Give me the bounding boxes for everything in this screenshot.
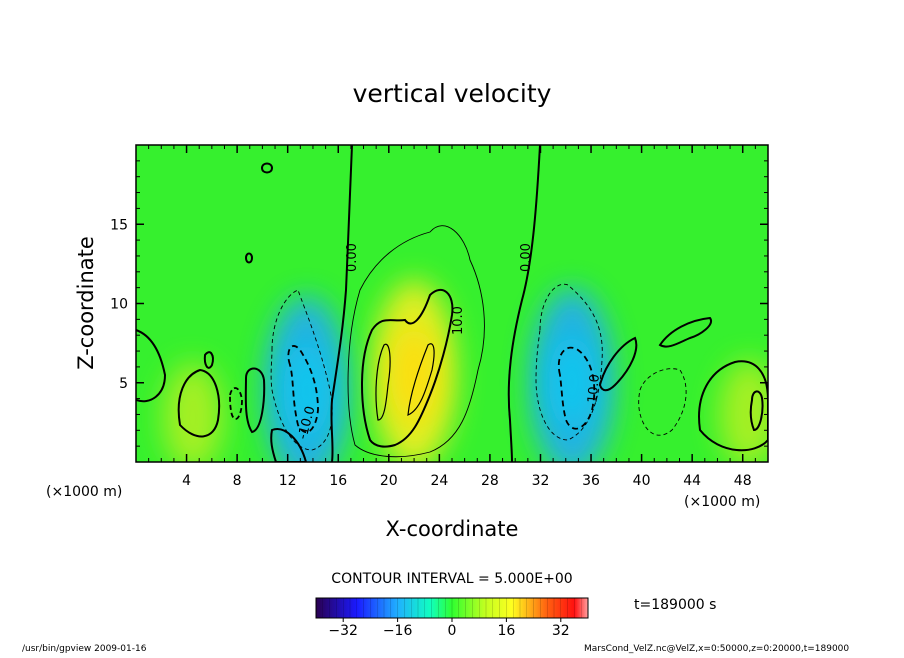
colorbar-tick-label: −16: [383, 623, 413, 639]
contour-label: -10.0: [585, 374, 603, 409]
colorbar-tick-label: 32: [552, 623, 570, 639]
contour-lines: [136, 145, 768, 462]
contour-label: 0.00: [519, 243, 534, 272]
x-axis-title: X-coordinate: [386, 517, 519, 541]
colorbar-tick-label: 16: [497, 623, 515, 639]
small-contour-left: [177, 368, 221, 438]
updraft-contour-5: [347, 225, 485, 458]
x-tick-label: 4: [182, 473, 191, 489]
colorbar-tick-label: 0: [448, 623, 457, 639]
colorbar-ticks: −32 −16 0 16 32: [328, 618, 570, 639]
small-contour-right: [698, 360, 768, 452]
colorbar-tick-label: −32: [328, 623, 358, 639]
contour-far-left: [136, 329, 167, 403]
y-tick-label: 10: [110, 297, 128, 313]
x-tick-label: 8: [233, 473, 242, 489]
y-tick-label: 5: [119, 376, 128, 392]
updraft-contour-15b: [407, 343, 435, 416]
x-unit-label: (×1000 m): [684, 494, 760, 510]
x-tick-label: 40: [633, 473, 651, 489]
contour-small-3: [244, 367, 266, 434]
x-tick-label: 12: [279, 473, 297, 489]
field-feature: [719, 359, 768, 462]
contour-small-1: [260, 162, 274, 174]
x-axis: 4 8 12 16 20 24 28 32 36 40 44 48: [148, 145, 756, 489]
contour-small-6: [229, 387, 243, 420]
x-tick-label: 48: [734, 473, 752, 489]
downdraft-contour-left: [287, 345, 319, 434]
downdraft-contour-left-5: [270, 289, 333, 451]
updraft-contour-10: [361, 288, 454, 448]
contour-upper-right: [658, 316, 712, 348]
downdraft-contour-right: [557, 346, 596, 430]
updraft-contour-15: [375, 343, 391, 421]
x-tick-label: 20: [380, 473, 398, 489]
field-feature: [162, 362, 223, 462]
footer-left: /usr/bin/gpview 2009-01-16: [22, 644, 147, 654]
colorbar-stripes: [315, 598, 589, 618]
time-label: t=189000 s: [634, 597, 716, 613]
contour-small-7: [638, 368, 687, 436]
x-tick-label: 28: [481, 473, 499, 489]
contour-interval: CONTOUR INTERVAL = 5.000E+00: [331, 571, 572, 587]
footer-right: MarsCond_VelZ.nc@VelZ,x=0:50000,z=0:2000…: [584, 644, 849, 654]
y-axis-title: Z-coordinate: [74, 236, 98, 370]
contour-mid-right: [598, 336, 638, 392]
y-unit-label: (×1000 m): [46, 484, 122, 500]
x-tick-label: 36: [582, 473, 600, 489]
contour-small-2: [244, 252, 254, 264]
contour-labels: 0.00 0.00 10.0 -10.0 -10.0: [295, 243, 603, 441]
small-contour-right-inner: [749, 390, 764, 432]
x-tick-label: 32: [532, 473, 550, 489]
x-tick-label: 44: [683, 473, 701, 489]
contour-label: 10.0: [451, 306, 466, 335]
y-axis: 5 10 15: [110, 160, 768, 447]
contour-label: 0.00: [345, 243, 360, 272]
contour-small-5: [270, 428, 308, 462]
downdraft-contour-right-5: [535, 283, 603, 441]
contour-small-4: [203, 351, 214, 369]
x-tick-label: 24: [430, 473, 448, 489]
chart-title: vertical velocity: [353, 79, 552, 108]
zero-contour-right: [507, 145, 541, 462]
velocity-field: [162, 279, 768, 462]
y-tick-label: 15: [110, 217, 128, 233]
x-tick-label: 16: [329, 473, 347, 489]
field-feature-core: [548, 335, 596, 431]
